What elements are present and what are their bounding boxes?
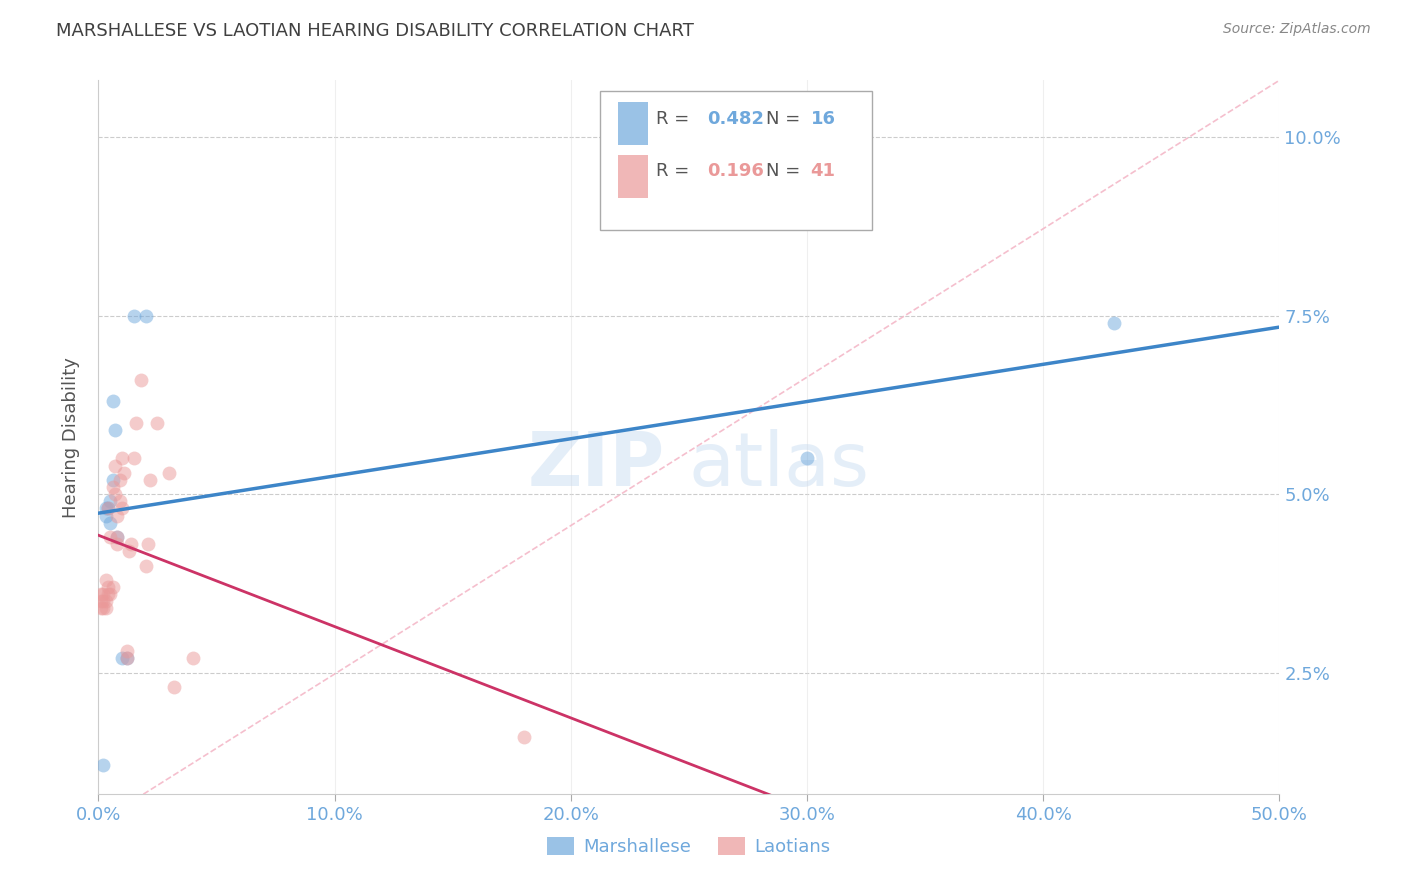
FancyBboxPatch shape	[600, 91, 872, 230]
Point	[129, 373, 152, 387]
Point	[90, 594, 112, 608]
FancyBboxPatch shape	[619, 102, 648, 145]
Point	[97, 587, 120, 601]
Point	[157, 466, 180, 480]
Point	[105, 530, 128, 544]
Text: 0.196: 0.196	[707, 162, 763, 180]
Point	[115, 651, 138, 665]
Point	[111, 451, 134, 466]
Point	[105, 508, 128, 523]
Point	[115, 651, 138, 665]
Text: R =: R =	[655, 162, 695, 180]
Text: ZIP: ZIP	[529, 429, 665, 502]
Point	[163, 680, 186, 694]
Point	[111, 651, 134, 665]
Y-axis label: Hearing Disability: Hearing Disability	[62, 357, 80, 517]
Text: 16: 16	[811, 111, 835, 128]
Point	[91, 587, 114, 601]
Point	[104, 487, 127, 501]
Text: MARSHALLESE VS LAOTIAN HEARING DISABILITY CORRELATION CHART: MARSHALLESE VS LAOTIAN HEARING DISABILIT…	[56, 22, 695, 40]
Point	[101, 394, 124, 409]
Point	[108, 473, 131, 487]
Point	[104, 458, 127, 473]
Point	[91, 594, 114, 608]
FancyBboxPatch shape	[619, 155, 648, 198]
Point	[108, 494, 131, 508]
Point	[98, 587, 121, 601]
Text: 0.482: 0.482	[707, 111, 763, 128]
Point	[135, 309, 157, 323]
Text: 41: 41	[811, 162, 835, 180]
Point	[135, 558, 157, 573]
Point	[94, 601, 117, 615]
Point	[98, 494, 121, 508]
Point	[97, 501, 120, 516]
Text: N =: N =	[766, 162, 806, 180]
Point	[105, 530, 128, 544]
Point	[139, 473, 162, 487]
Point	[94, 501, 117, 516]
Point	[136, 537, 159, 551]
Point	[512, 730, 534, 744]
Point	[112, 466, 135, 480]
Point	[97, 580, 120, 594]
Point	[90, 601, 112, 615]
Text: Source: ZipAtlas.com: Source: ZipAtlas.com	[1223, 22, 1371, 37]
Point	[98, 516, 121, 530]
Legend: Marshallese, Laotians: Marshallese, Laotians	[540, 830, 838, 863]
Point	[121, 537, 143, 551]
Point	[94, 573, 117, 587]
Point	[1102, 316, 1125, 330]
Point	[91, 758, 114, 772]
Text: R =: R =	[655, 111, 695, 128]
Point	[111, 501, 134, 516]
Point	[122, 451, 145, 466]
Point	[91, 601, 114, 615]
Point	[796, 451, 818, 466]
Point	[101, 480, 124, 494]
Point	[115, 644, 138, 658]
Point	[105, 537, 128, 551]
Text: atlas: atlas	[689, 429, 870, 502]
Point	[101, 580, 124, 594]
Point	[118, 544, 141, 558]
Point	[94, 508, 117, 523]
Point	[181, 651, 204, 665]
Point	[98, 530, 121, 544]
Point	[97, 501, 120, 516]
Point	[122, 309, 145, 323]
Point	[125, 416, 148, 430]
Point	[90, 587, 112, 601]
Point	[146, 416, 169, 430]
Text: N =: N =	[766, 111, 806, 128]
Point	[101, 473, 124, 487]
Point	[104, 423, 127, 437]
Point	[94, 594, 117, 608]
